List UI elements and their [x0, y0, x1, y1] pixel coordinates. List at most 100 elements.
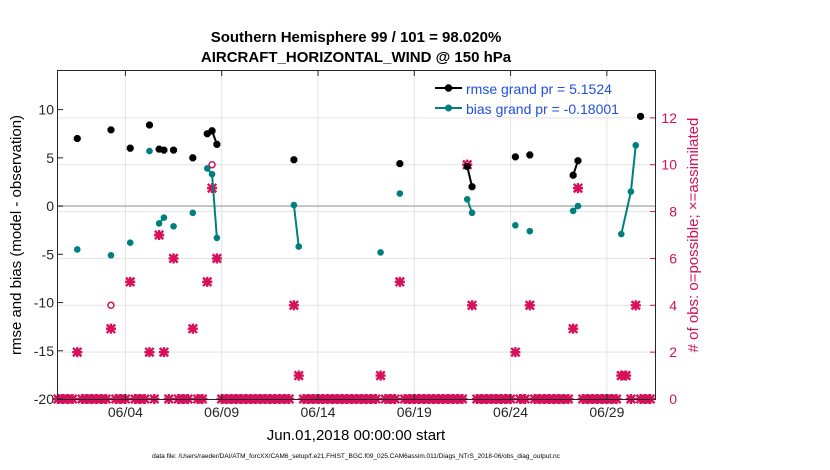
assimilated-obs-glyph: [394, 276, 405, 287]
assimilated-obs-glyph: [168, 253, 179, 264]
y-tick-label-left: -15: [34, 343, 54, 359]
rmse-point: [574, 157, 582, 165]
bias-point: [107, 251, 115, 259]
chart-title-line2: AIRCRAFT_HORIZONTAL_WIND @ 150 hPa: [201, 49, 512, 66]
rmse-point: [213, 140, 221, 148]
bias-point: [146, 147, 153, 155]
y-tick-label-right: 6: [669, 250, 677, 266]
assimilated-obs-marker: [568, 323, 579, 334]
rmse-point: [208, 127, 216, 135]
rmse-point: [107, 126, 115, 134]
bias-point: [189, 209, 197, 217]
bias-point: [569, 207, 577, 215]
rmse-point: [170, 146, 178, 154]
assimilated-obs-marker: [630, 300, 641, 311]
data-file-footnote: data file: /Users/raeder/DAI/ATM_forcXX/…: [152, 453, 561, 460]
rmse-point: [526, 151, 534, 159]
rmse-point: [396, 160, 404, 168]
assimilated-obs-marker: [158, 347, 169, 358]
assimilated-obs-marker: [293, 370, 304, 381]
possible-obs-marker: [208, 160, 216, 169]
assimilated-obs-glyph: [510, 347, 521, 358]
y-tick-label-right: 10: [661, 157, 677, 173]
y-axis-label-right: # of obs: o=possible; ×=assimilated: [685, 118, 702, 353]
assimilated-obs-glyph: [621, 370, 632, 381]
chart-title-line1: Southern Hemisphere 99 / 101 = 98.020%: [211, 29, 502, 46]
legend: rmse grand pr = 5.1524 bias grand pr = -…: [435, 81, 619, 117]
x-tick-label: 06/19: [397, 404, 432, 420]
bias-point: [574, 202, 582, 210]
assimilated-obs-marker: [394, 276, 405, 287]
assimilated-obs-glyph: [154, 229, 165, 241]
x-tick-label: 06/24: [493, 404, 528, 420]
rmse-point: [637, 112, 645, 120]
assimilated-obs-marker: [168, 253, 179, 264]
x-tick-label: 06/29: [589, 404, 624, 420]
assimilated-obs-glyph: [202, 276, 213, 287]
bias-point: [290, 201, 298, 209]
bias-point: [396, 190, 404, 197]
assimilated-obs-glyph: [375, 370, 386, 381]
y-tick-label-right: 4: [669, 297, 677, 313]
legend-rmse-label: rmse grand pr = 5.1524: [466, 81, 612, 97]
rmse-point: [511, 153, 519, 161]
bias-point: [208, 170, 216, 178]
rmse-point: [73, 135, 81, 143]
x-tick-label: 06/04: [108, 404, 143, 420]
grid-lines: [58, 71, 655, 400]
rmse-point: [463, 163, 471, 171]
assimilated-obs-marker: [202, 276, 213, 287]
rmse-point: [468, 183, 476, 191]
assimilated-obs-glyph: [466, 300, 478, 311]
assimilated-obs-glyph: [125, 276, 136, 287]
assimilated-obs-marker: [154, 229, 165, 241]
y-tick-label-left: 0: [46, 198, 54, 214]
legend-bias-marker: [445, 104, 452, 112]
assimilated-obs-marker: [211, 253, 222, 264]
assimilated-obs-glyph: [72, 347, 83, 358]
bias-line: [292, 204, 300, 247]
bias-point: [213, 234, 221, 242]
y-tick-label-left: -20: [34, 391, 54, 407]
y-tick-label-right: 2: [669, 344, 677, 360]
y-tick-label-left: 5: [46, 150, 54, 166]
rmse-point: [189, 154, 197, 162]
assimilated-obs-glyph: [158, 347, 169, 358]
bias-point: [295, 243, 303, 250]
bias-point: [617, 230, 625, 238]
y-tick-label-left: -10: [34, 295, 54, 311]
bias-point: [160, 214, 168, 221]
y-tick-label-left: -5: [42, 246, 55, 262]
legend-bias-label: bias grand pr = -0.18001: [466, 101, 619, 117]
assimilated-obs-marker: [187, 323, 198, 334]
bias-point: [526, 227, 534, 235]
assimilated-obs-marker: [572, 183, 584, 194]
assimilated-obs-glyph: [187, 323, 198, 334]
assimilated-obs-glyph: [630, 300, 641, 311]
assimilated-obs-glyph: [288, 300, 299, 311]
rmse-point: [126, 144, 134, 152]
assimilated-obs-glyph: [211, 253, 222, 264]
possible-obs-marker: [107, 301, 115, 310]
y-tick-label-right: 8: [669, 204, 677, 220]
bias-point: [627, 188, 635, 195]
bias-point: [155, 220, 163, 227]
rmse-point: [160, 146, 168, 154]
assimilated-obs-marker: [207, 183, 218, 194]
assimilated-obs-marker: [621, 370, 632, 381]
assimilated-obs-glyph: [524, 300, 535, 311]
assimilated-obs-marker: [125, 276, 136, 287]
legend-rmse-marker: [444, 84, 453, 92]
x-axis-label: Jun.01,2018 00:00:00 start: [267, 427, 446, 444]
rmse-point: [569, 171, 577, 179]
assimilated-obs-glyph: [293, 370, 304, 381]
y-axis-label-left: rmse and bias (model - observation): [8, 115, 25, 355]
bias-point: [377, 249, 384, 256]
assimilated-obs-marker: [524, 300, 535, 311]
assimilated-obs-glyph: [207, 183, 218, 194]
assimilated-obs-marker: [144, 347, 155, 358]
y-tick-label-right: 12: [661, 110, 677, 126]
axis-ticks: 06/04 06/09 06/14 06/19 06/24 06/29 -20 -15 -10 -…: [34, 71, 677, 420]
y-tick-label-left: 10: [38, 102, 54, 118]
